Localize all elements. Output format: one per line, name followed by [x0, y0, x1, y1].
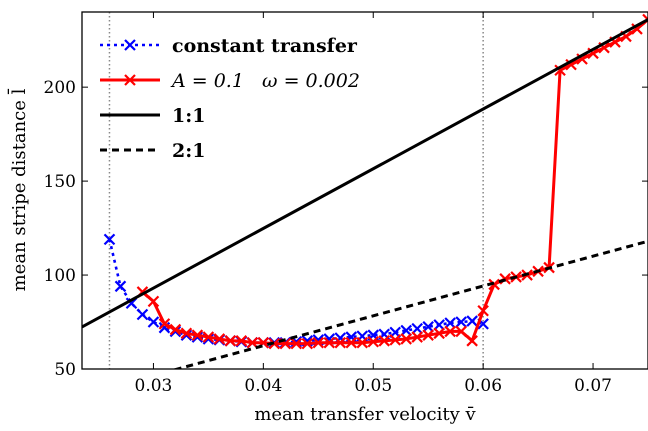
legend-label-2: 1:1 — [172, 105, 205, 127]
data-point — [411, 322, 423, 335]
data-point — [334, 336, 347, 349]
data-point — [268, 337, 281, 350]
reference-vlines — [108, 12, 484, 369]
data-point — [433, 319, 445, 331]
y-axis-title: mean stripe distance l̄ — [6, 88, 30, 291]
legend-label-1: A = 0.1 ω = 0.002 — [170, 70, 360, 92]
data-point — [433, 327, 445, 340]
data-point — [147, 295, 160, 308]
data-point — [411, 331, 423, 343]
x-tick-label: 0.03 — [135, 376, 173, 396]
data-point — [191, 329, 204, 341]
legend-label-0: constant transfer — [172, 35, 358, 57]
legend-marker-0 — [124, 39, 136, 51]
legend-marker-1 — [124, 74, 136, 86]
data-point — [114, 280, 127, 293]
data-point — [422, 329, 434, 341]
data-point — [477, 304, 489, 317]
data-point — [147, 316, 160, 328]
y-tick-label: 50 — [54, 360, 76, 380]
y-tick-label: 100 — [44, 266, 76, 286]
data-point — [301, 337, 314, 350]
y-axis: 50 100 150 200 — [44, 78, 648, 380]
data-point — [455, 325, 467, 338]
series-line-2 — [82, 18, 648, 329]
data-point — [345, 336, 358, 349]
data-point — [224, 335, 237, 347]
data-point — [312, 336, 325, 349]
data-point — [466, 315, 478, 327]
legend-label-3: 2:1 — [172, 140, 205, 162]
data-point — [169, 323, 182, 336]
data-point — [400, 333, 412, 345]
series-line-3 — [171, 239, 648, 369]
data-point — [455, 316, 467, 328]
plot-frame — [81, 11, 648, 370]
data-point — [422, 320, 434, 333]
data-point — [323, 336, 336, 349]
data-point — [202, 331, 215, 343]
data-point — [389, 334, 402, 346]
data-point — [290, 337, 303, 350]
x-tick-label: 0.05 — [354, 376, 392, 396]
data-point — [246, 336, 259, 349]
data-point — [565, 58, 577, 71]
x-axis: 0.03 0.04 0.05 0.06 0.07 — [135, 12, 612, 396]
data-point — [158, 318, 171, 330]
data-point — [400, 324, 412, 337]
data-point — [367, 335, 380, 348]
data-point — [444, 317, 456, 329]
x-axis-title: mean transfer velocity v̄ — [254, 404, 476, 425]
data-point — [103, 233, 116, 246]
data-point — [466, 335, 478, 347]
data-point — [378, 335, 391, 347]
y-tick-label: 150 — [44, 172, 76, 192]
x-tick-label: 0.04 — [244, 376, 282, 396]
x-tick-label: 0.06 — [464, 376, 502, 396]
data-point — [356, 336, 369, 349]
series-layer — [82, 13, 648, 369]
data-point — [631, 23, 643, 35]
y-tick-label: 200 — [44, 78, 76, 98]
data-point — [213, 333, 226, 345]
series-line-1 — [141, 18, 648, 346]
x-tick-label: 0.07 — [574, 376, 612, 396]
legend: constant transfer A = 0.1 ω = 0.002 1:1 2:1 — [100, 35, 360, 162]
data-point — [180, 327, 193, 340]
data-point — [136, 308, 149, 321]
data-point — [235, 335, 248, 347]
data-point — [444, 325, 456, 338]
